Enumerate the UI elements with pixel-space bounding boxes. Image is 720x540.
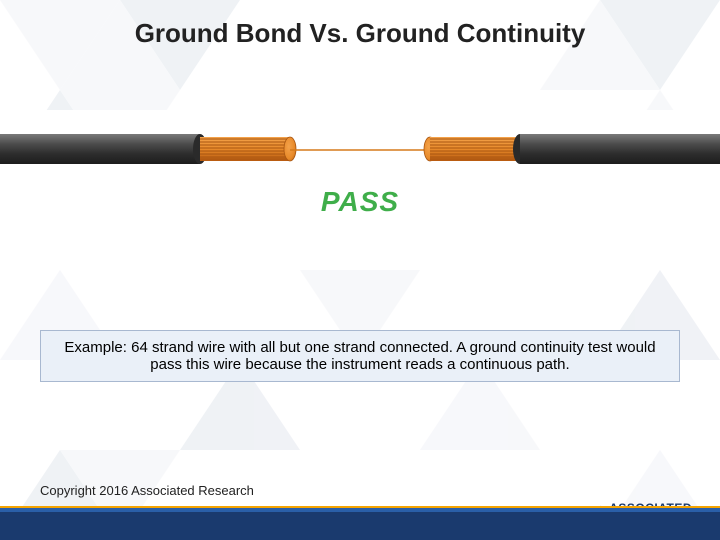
footer: Copyright 2016 Associated Research ASSOC… xyxy=(0,466,720,540)
wire-diagram-svg xyxy=(0,110,720,190)
example-caption: Example: 64 strand wire with all but one… xyxy=(40,330,680,382)
copyright-text: Copyright 2016 Associated Research xyxy=(40,483,254,498)
background-pattern xyxy=(0,0,720,540)
pass-label: PASS xyxy=(0,186,720,218)
page-title: Ground Bond Vs. Ground Continuity xyxy=(0,18,720,49)
wire-diagram: PASS xyxy=(0,110,720,220)
footer-bar xyxy=(0,512,720,540)
